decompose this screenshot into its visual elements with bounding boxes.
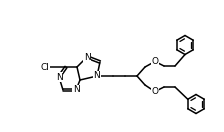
Text: N: N — [84, 53, 90, 62]
Text: N: N — [56, 72, 62, 81]
Text: N: N — [73, 86, 79, 95]
Text: Cl: Cl — [41, 62, 50, 72]
Text: O: O — [151, 58, 159, 67]
Text: O: O — [151, 86, 159, 95]
Text: N: N — [94, 72, 100, 81]
